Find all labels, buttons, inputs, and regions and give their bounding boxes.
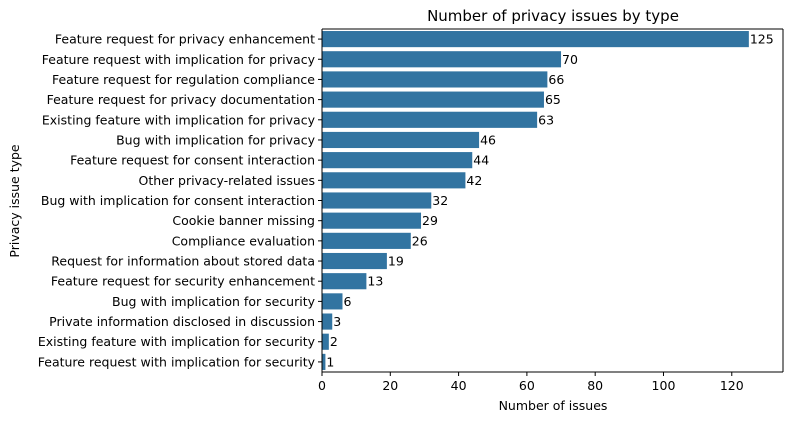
bar bbox=[322, 31, 749, 48]
data-label: 2 bbox=[330, 334, 338, 349]
category-label: Feature request with implication for pri… bbox=[42, 52, 316, 67]
bar bbox=[322, 293, 343, 310]
data-label: 42 bbox=[466, 173, 482, 188]
category-label: Feature request for privacy enhancement bbox=[55, 32, 315, 47]
category-label: Feature request for consent interaction bbox=[70, 153, 315, 168]
category-label: Feature request for privacy documentatio… bbox=[47, 92, 315, 107]
data-label: 26 bbox=[412, 233, 428, 248]
bar bbox=[322, 232, 411, 249]
x-tick-label: 120 bbox=[720, 378, 744, 393]
data-label: 44 bbox=[473, 153, 489, 168]
bar bbox=[322, 172, 466, 189]
x-axis-ticks: 0 20 40 60 80 100 120 bbox=[318, 372, 744, 393]
chart-title: Number of privacy issues by type bbox=[427, 7, 679, 25]
category-labels: Feature request for privacy enhancement F… bbox=[38, 32, 322, 369]
y-axis-label: Privacy issue type bbox=[7, 144, 22, 258]
category-label: Compliance evaluation bbox=[172, 233, 315, 248]
data-label: 1 bbox=[326, 354, 334, 369]
category-label: Other privacy-related issues bbox=[139, 173, 315, 188]
bar bbox=[322, 212, 422, 229]
bars-group bbox=[322, 31, 749, 370]
x-tick-label: 20 bbox=[382, 378, 398, 393]
x-tick-label: 60 bbox=[519, 378, 535, 393]
data-label: 3 bbox=[333, 314, 341, 329]
bar bbox=[322, 91, 544, 108]
category-label: Bug with implication for security bbox=[112, 294, 316, 309]
bar bbox=[322, 252, 387, 270]
x-tick-label: 40 bbox=[451, 378, 467, 393]
data-label: 65 bbox=[545, 92, 561, 107]
category-label: Feature request for regulation complianc… bbox=[52, 72, 315, 87]
bar bbox=[322, 192, 432, 209]
data-label: 19 bbox=[388, 254, 404, 269]
data-label: 66 bbox=[548, 72, 564, 87]
category-label: Cookie banner missing bbox=[172, 213, 315, 228]
bar bbox=[322, 71, 548, 88]
category-label: Feature request for security enhancement bbox=[51, 274, 315, 289]
x-tick-label: 0 bbox=[318, 378, 326, 393]
data-label: 13 bbox=[367, 274, 383, 289]
bar bbox=[322, 333, 329, 350]
data-label: 70 bbox=[562, 52, 578, 67]
bar bbox=[322, 51, 562, 68]
category-label: Feature request with implication for sec… bbox=[38, 354, 316, 369]
category-label: Existing feature with implication for pr… bbox=[42, 112, 316, 127]
data-label: 32 bbox=[432, 193, 448, 208]
bar bbox=[322, 313, 333, 330]
category-label: Bug with implication for privacy bbox=[116, 132, 316, 147]
bar bbox=[322, 131, 480, 149]
category-label: Existing feature with implication for se… bbox=[38, 334, 316, 349]
bar bbox=[322, 353, 326, 370]
category-label: Request for information about stored dat… bbox=[51, 254, 315, 269]
x-axis-label: Number of issues bbox=[499, 398, 608, 413]
data-label: 46 bbox=[480, 132, 496, 147]
bar bbox=[322, 111, 538, 128]
data-label: 29 bbox=[422, 213, 438, 228]
data-label: 63 bbox=[538, 112, 554, 127]
bar bbox=[322, 152, 473, 169]
data-label: 6 bbox=[343, 294, 351, 309]
x-tick-label: 80 bbox=[587, 378, 603, 393]
bar bbox=[322, 273, 367, 290]
category-label: Bug with implication for consent interac… bbox=[41, 193, 315, 208]
category-label: Private information disclosed in discuss… bbox=[49, 314, 315, 329]
data-label: 125 bbox=[750, 32, 774, 47]
x-tick-label: 100 bbox=[652, 378, 676, 393]
